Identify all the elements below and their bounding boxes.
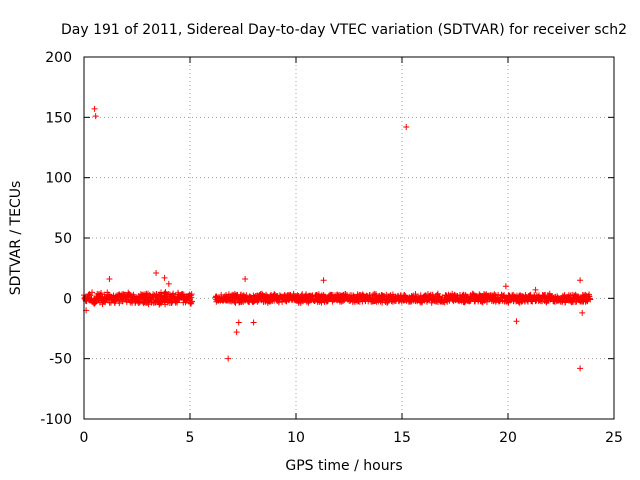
outlier-point	[577, 277, 584, 284]
outlier-point	[153, 269, 160, 276]
x-tick-label: 5	[186, 430, 195, 446]
data-point	[311, 297, 318, 304]
plot-frame	[83, 56, 615, 420]
grid-lines	[84, 57, 614, 419]
outlier-point	[165, 280, 172, 287]
data-points	[81, 105, 594, 372]
data-point	[188, 291, 195, 298]
outlier-point	[579, 309, 586, 316]
outlier-point	[403, 123, 410, 130]
y-tick-label: 150	[45, 110, 72, 126]
data-point	[587, 296, 594, 303]
outlier-point	[225, 355, 232, 362]
y-tick-label: -100	[40, 412, 72, 428]
y-tick-label: -50	[49, 352, 72, 368]
x-tick-label: 0	[80, 430, 89, 446]
outlier-point	[92, 113, 99, 120]
outlier-point	[106, 276, 113, 283]
outlier-point	[242, 276, 249, 283]
outlier-point	[577, 365, 584, 372]
data-point	[264, 293, 271, 300]
x-tick-label: 25	[605, 430, 623, 446]
data-point	[174, 296, 181, 303]
y-tick-label: 200	[45, 50, 72, 66]
outlier-point	[532, 286, 539, 293]
data-point	[116, 300, 123, 307]
outlier-point	[513, 318, 520, 325]
x-tick-label: 20	[499, 430, 517, 446]
y-tick-label: 50	[54, 231, 72, 247]
x-tick-label: 15	[393, 430, 411, 446]
axis-ticks: 0 5 10 15 20 25 -100 -50 0 50 100 150 200	[40, 50, 623, 446]
y-tick-label: 0	[63, 291, 72, 307]
outlier-point	[250, 319, 257, 326]
outlier-point	[233, 329, 240, 336]
outlier-point	[320, 277, 327, 284]
outlier-point	[502, 283, 509, 290]
outlier-point	[91, 105, 98, 112]
x-tick-label: 10	[287, 430, 305, 446]
data-point	[89, 289, 96, 296]
outlier-point	[235, 319, 242, 326]
y-axis-label: SDTVAR / TECUs	[8, 181, 24, 296]
y-tick-label: 100	[45, 171, 72, 187]
outlier-point	[161, 274, 168, 281]
chart-title: Day 191 of 2011, Sidereal Day-to-day VTE…	[61, 22, 627, 38]
x-axis-label: GPS time / hours	[285, 458, 402, 474]
data-point	[189, 298, 196, 305]
